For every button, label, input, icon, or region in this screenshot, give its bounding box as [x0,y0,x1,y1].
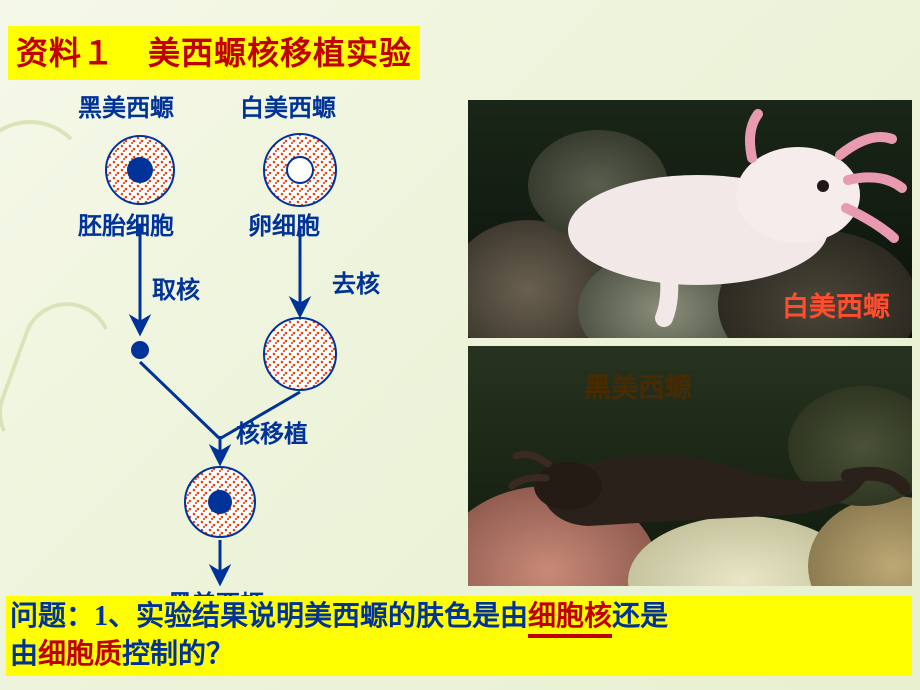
q-number: 1、 [94,601,136,632]
q-line2-prefix: 由 [10,639,38,670]
label-remove-nucleus: 去核 [332,264,380,299]
label-white-axolotl-top: 白美西螈 [240,88,336,123]
q-key2: 细胞质 [38,639,122,670]
photo-white-caption: 白美西螈 [782,285,890,324]
diagram-area: 黑美西螈 白美西螈 胚胎细胞 卵细胞 取核 去核 核移植 黑美西螈 [0,88,460,598]
label-embryo-cell: 胚胎细胞 [78,206,174,241]
photo-black-axolotl: 黑美西螈 [468,346,912,586]
question-line1: 问题：1、实验结果说明美西螈的肤色是由细胞核还是 [10,598,908,636]
label-egg-cell: 卵细胞 [248,206,320,241]
title-bar: 资料１ 美西螈核移植实验 [8,26,420,80]
q-part1: 实验结果说明美西螈的肤色是由 [136,601,528,632]
q-key1: 细胞核 [528,601,612,638]
label-black-axolotl-top: 黑美西螈 [78,88,174,123]
q-part2: 还是 [612,601,668,632]
title-text: 资料１ 美西螈核移植实验 [16,35,412,71]
photo-black-caption: 黑美西螈 [584,366,692,405]
question-line2: 由细胞质控制的？ [10,636,908,674]
label-take-nucleus: 取核 [152,270,200,305]
q-part3: 控制的？ [122,639,234,670]
photo-white-axolotl: 白美西螈 [468,100,912,338]
label-nuclear-transfer: 核移植 [236,414,308,449]
question-area: 问题：1、实验结果说明美西螈的肤色是由细胞核还是 由细胞质控制的？ [6,596,912,676]
q-prefix: 问题： [10,601,94,632]
diagram-svg [0,88,460,608]
